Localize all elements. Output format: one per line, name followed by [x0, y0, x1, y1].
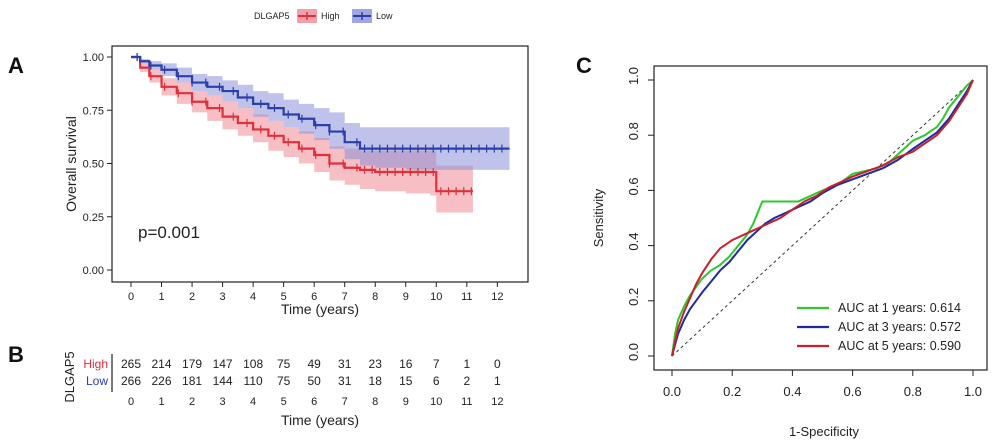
- risk-cell: 16: [399, 357, 413, 371]
- km-legend-label-low: Low: [376, 11, 393, 21]
- roc-x-tick-label: 0.6: [844, 384, 862, 399]
- km-ci-band-low: [131, 57, 510, 170]
- roc-legend-label-1y: AUC at 1 years: 0.614: [838, 301, 961, 315]
- risk-cell: 110: [244, 374, 263, 388]
- risk-cell: 50: [307, 374, 321, 388]
- km-x-axis-title: Time (years): [281, 301, 359, 317]
- km-legend-title: DLGAP5: [254, 11, 290, 21]
- km-plot: 0 1 2 3 4 5 6 7 8 9 10 11 120.000.250.500.751.00Time…: [63, 45, 529, 317]
- km-x-tick-label: 0: [128, 291, 134, 303]
- risk-x-tick-label: 4: [250, 396, 256, 408]
- risk-x-tick-label: 9: [403, 396, 409, 408]
- km-y-tick-label: 0.75: [83, 105, 104, 117]
- roc-y-tick-label: 1.0: [626, 67, 641, 85]
- panel-label-c: C: [576, 53, 592, 78]
- risk-cell: 6: [433, 374, 440, 388]
- risk-x-tick-label: 8: [372, 396, 378, 408]
- km-x-tick-label: 2: [189, 291, 195, 303]
- km-x-tick-label: 11: [461, 291, 472, 303]
- roc-plot: 0.0 0.2 0.4 0.6 0.8 1.0 0.0 0.2 0.4 0.6 0.8 1.0 1-Sp…: [591, 65, 988, 439]
- panel-label-b: B: [8, 342, 24, 367]
- roc-curve-5y: [671, 79, 974, 357]
- roc-y-tick-label: 0.6: [626, 177, 641, 195]
- km-x-tick-label: 5: [281, 291, 287, 303]
- risk-cell: 181: [182, 374, 202, 388]
- risk-cell: 265: [121, 357, 141, 371]
- risk-table-y-title: DLGAP5: [62, 351, 77, 402]
- km-y-tick-label: 0.50: [83, 159, 104, 171]
- roc-y-tick-label: 0.2: [626, 288, 641, 306]
- km-y-tick-label: 0.00: [83, 265, 104, 277]
- risk-table: DLGAP5 High 265 214 179 147 108 75 49 31 23 16 7 1 0Lo…: [62, 351, 503, 428]
- km-x-tick-label: 12: [491, 291, 503, 303]
- risk-x-tick-label: 10: [430, 396, 442, 408]
- risk-row-label-low: Low: [86, 374, 108, 388]
- risk-cell: 1: [463, 357, 470, 371]
- roc-x-tick-label: 0.4: [783, 384, 801, 399]
- roc-x-axis-title: 1-Specificity: [789, 424, 860, 439]
- km-curve-high: [131, 55, 473, 193]
- risk-x-tick-label: 12: [491, 396, 503, 408]
- risk-cell: 18: [369, 374, 383, 388]
- km-x-tick-label: 9: [403, 291, 409, 303]
- km-censor-marks-low: [136, 53, 503, 153]
- risk-x-tick-label: 7: [342, 396, 348, 408]
- roc-y-tick-label: 0.4: [626, 233, 641, 251]
- risk-cell: 31: [338, 374, 352, 388]
- km-x-tick-label: 3: [220, 291, 226, 303]
- risk-x-tick-label: 0: [128, 396, 134, 408]
- km-x-tick-label: 8: [372, 291, 378, 303]
- risk-x-tick-label: 6: [311, 396, 317, 408]
- km-legend-label-high: High: [321, 11, 340, 21]
- roc-y-tick-label: 0.0: [626, 343, 641, 361]
- roc-x-tick-label: 0.2: [723, 384, 741, 399]
- roc-legend-label-3y: AUC at 3 years: 0.572: [838, 320, 961, 334]
- risk-cell: 144: [213, 374, 233, 388]
- km-x-tick-label: 1: [158, 291, 164, 303]
- risk-cell: 0: [494, 357, 501, 371]
- km-x-tick-label: 7: [342, 291, 348, 303]
- risk-cell: 2: [463, 374, 470, 388]
- risk-x-tick-label: 1: [158, 396, 164, 408]
- roc-curve-1y: [671, 79, 974, 357]
- risk-x-axis-title: Time (years): [281, 412, 359, 428]
- risk-cell: 75: [277, 374, 291, 388]
- risk-x-tick-label: 11: [461, 396, 472, 408]
- km-y-tick-label: 1.00: [83, 52, 104, 64]
- roc-axes-frame: [653, 65, 988, 371]
- risk-cell: 75: [277, 357, 291, 371]
- roc-x-tick-label: 0.0: [663, 384, 681, 399]
- km-legend: DLGAP5 High Low: [254, 9, 393, 23]
- risk-x-tick-label: 2: [189, 396, 195, 408]
- risk-cell: 49: [307, 357, 321, 371]
- risk-cell: 214: [152, 357, 172, 371]
- panel-label-a: A: [8, 53, 24, 78]
- km-x-tick-label: 10: [430, 291, 442, 303]
- roc-y-axis-title: Sensitivity: [591, 188, 606, 247]
- risk-cell: 23: [369, 357, 383, 371]
- roc-legend-label-5y: AUC at 5 years: 0.590: [838, 339, 961, 353]
- km-x-tick-label: 6: [311, 291, 317, 303]
- risk-cell: 1: [494, 374, 501, 388]
- km-x-tick-label: 4: [250, 291, 256, 303]
- risk-cell: 147: [213, 357, 233, 371]
- risk-cell: 7: [433, 357, 440, 371]
- roc-y-tick-label: 0.8: [626, 122, 641, 140]
- risk-cell: 226: [152, 374, 172, 388]
- risk-cell: 179: [182, 357, 202, 371]
- risk-cell: 266: [121, 374, 141, 388]
- km-y-axis-title: Overall survival: [63, 116, 79, 212]
- roc-x-tick-label: 1.0: [964, 384, 982, 399]
- km-p-value: p=0.001: [138, 223, 200, 242]
- risk-cell: 15: [399, 374, 413, 388]
- roc-x-tick-label: 0.8: [904, 384, 922, 399]
- risk-cell: 31: [338, 357, 352, 371]
- roc-diagonal-reference: [671, 79, 974, 357]
- km-y-tick-label: 0.25: [83, 212, 104, 224]
- risk-cell: 108: [243, 357, 263, 371]
- risk-x-tick-label: 5: [281, 396, 287, 408]
- risk-row-label-high: High: [83, 357, 108, 371]
- risk-x-tick-label: 3: [220, 396, 226, 408]
